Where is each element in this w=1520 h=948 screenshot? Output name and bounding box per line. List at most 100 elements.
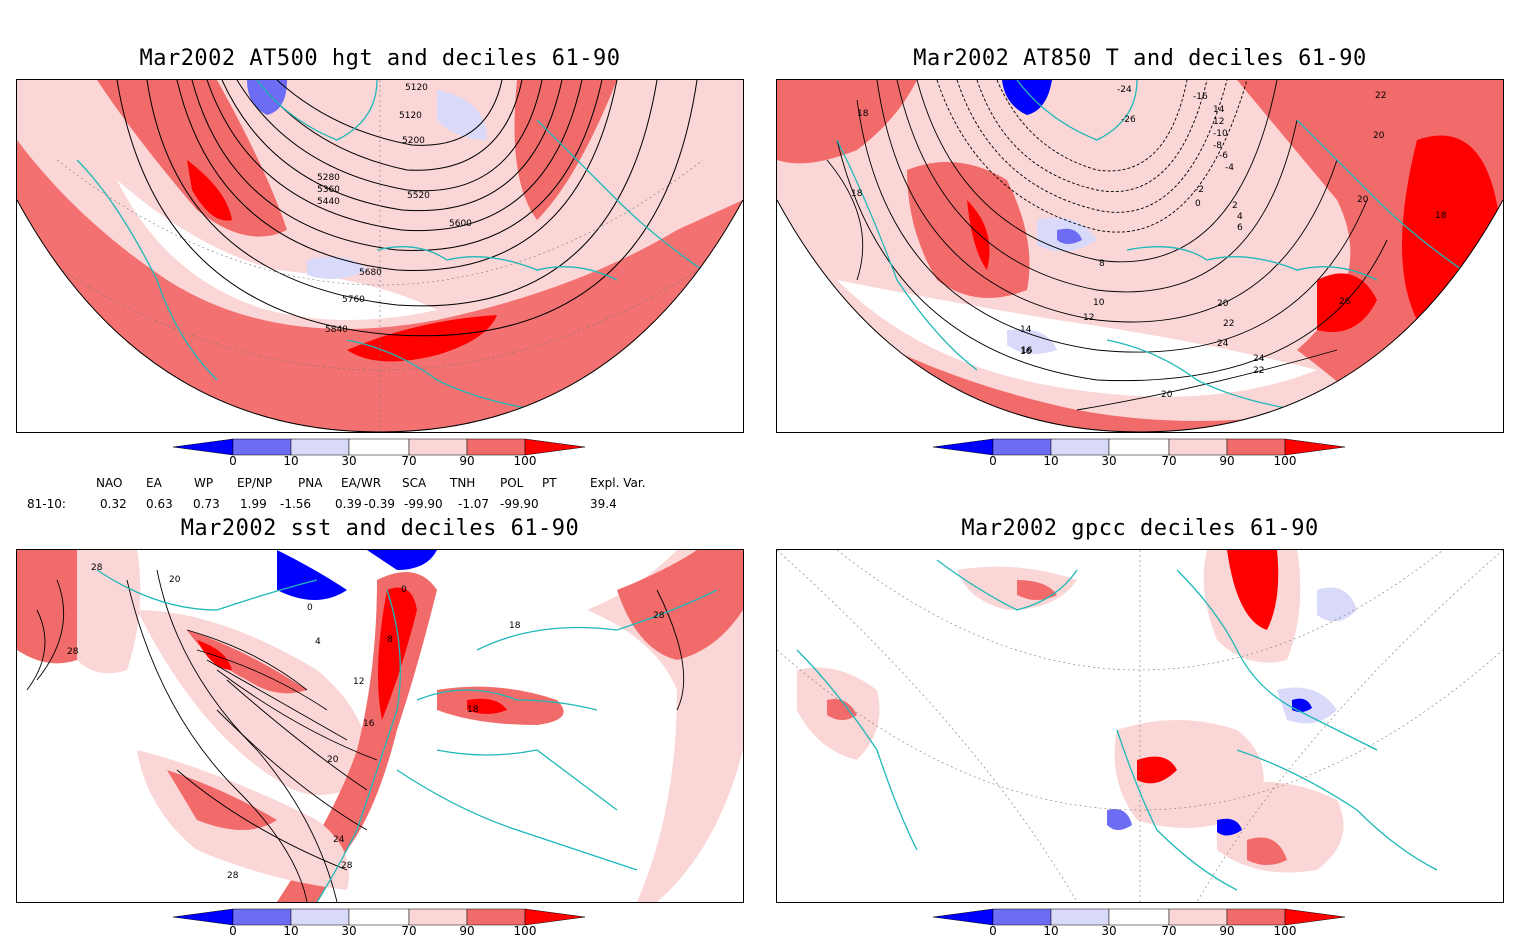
contour-label: 2	[1232, 201, 1238, 211]
contour-label: 16	[363, 719, 375, 729]
shade-deep-red-asia	[1317, 273, 1377, 332]
swatch-light-blue	[290, 908, 350, 926]
contour-label: 18	[851, 189, 863, 199]
swatch-deep-blue	[932, 908, 994, 926]
shade-mid-red-europe-n	[1017, 580, 1057, 600]
contour-label: 0	[307, 603, 313, 613]
swatch-light-blue	[290, 438, 350, 456]
contour-label: 5760	[342, 295, 365, 305]
swatch-deep-red	[524, 908, 586, 926]
colorbar-p1: 0 10 30 70 90 100	[172, 438, 593, 478]
swatch-deep-blue	[172, 438, 234, 456]
contour-label: -6	[1219, 151, 1228, 161]
shade-white-band	[837, 280, 1317, 397]
shade-deep-blue-asia	[1292, 698, 1312, 713]
contour-label: 8	[387, 635, 393, 645]
index-header-eawr: EA/WR	[341, 476, 382, 490]
panel-title-at850: Mar2002 AT850 T and deciles 61-90	[913, 46, 1367, 71]
contour-label: 28	[341, 861, 353, 871]
colorbar-tick: 70	[401, 924, 417, 938]
map-canvas-gpcc	[777, 550, 1503, 902]
swatch-deep-blue	[172, 908, 234, 926]
colorbar-swatches	[172, 908, 586, 926]
shade-mid-red-east	[514, 80, 617, 220]
shade-light-red-pacific	[77, 550, 141, 674]
contour-label: 22	[1223, 319, 1234, 329]
swatch-mid-red	[466, 438, 526, 456]
swatch-light-red	[408, 438, 468, 456]
index-value-tnh: -99.90	[404, 497, 443, 511]
colorbar-tick: 0	[989, 454, 997, 468]
contour-label: 5520	[407, 191, 430, 201]
sst-shading	[17, 550, 743, 902]
contour-label: 5200	[402, 136, 425, 146]
hemisphere-edge	[17, 199, 743, 432]
contour-label: 12	[353, 677, 364, 687]
shade-mid-red-nw	[777, 80, 917, 164]
swatch-mid-blue	[232, 908, 292, 926]
contour-label: -4	[1225, 163, 1234, 173]
index-header-pol: POL	[500, 476, 524, 490]
index-header-tnh: TNH	[450, 476, 476, 490]
colorbar-tick: 30	[341, 454, 357, 468]
contour-label: 22	[1253, 366, 1264, 376]
swatch-white	[348, 438, 410, 456]
swatch-light-blue	[1050, 908, 1110, 926]
map-canvas-sst: 28 20 28 0 0 4 8 12 16 20 24 28 28 18 18…	[17, 550, 743, 902]
colorbar-tick: 0	[229, 454, 237, 468]
shade-mid-red-namer	[827, 699, 857, 720]
shade-mid-red-atl	[187, 630, 307, 694]
contour-labels-p2: -24 -16 -26 14 12 -10 -8 -6 -4 -2 0 2 4 …	[851, 85, 1447, 400]
swatch-mid-red	[1226, 438, 1286, 456]
colorbar-tick: 100	[1273, 924, 1297, 938]
panel-title-gpcc: Mar2002 gpcc deciles 61-90	[961, 516, 1319, 541]
shade-deep-red-atl	[967, 200, 990, 270]
swatch-mid-red	[1226, 908, 1286, 926]
index-value-epnp: 1.99	[240, 497, 267, 511]
index-header-pna: PNA	[298, 476, 323, 490]
contour-label: 12	[1213, 117, 1224, 127]
graticule	[17, 80, 743, 432]
shade-light-blue-south	[1007, 329, 1057, 354]
index-value-wp: 0.73	[193, 497, 220, 511]
colorbar-p3: 0 10 30 70 90 100	[172, 908, 593, 948]
contour-label: 5440	[317, 197, 340, 207]
shade-deep-red-asia	[1137, 756, 1177, 784]
coastlines	[836, 80, 1478, 411]
index-header-wp: WP	[194, 476, 214, 490]
index-value-nao: 0.32	[100, 497, 127, 511]
contour-label: -2	[1195, 185, 1204, 195]
map-canvas-at850: -24 -16 -26 14 12 -10 -8 -6 -4 -2 0 2 4 …	[777, 80, 1503, 432]
shade-mid-blue-atl	[1057, 228, 1082, 244]
map-at500-hgt: 5120 5120 5200 5280 5360 5440 5520 5600 …	[16, 79, 744, 433]
shade-mid-red-se-asia	[1247, 837, 1287, 865]
swatch-white	[1108, 908, 1170, 926]
swatch-deep-blue	[932, 438, 994, 456]
index-value-explvar: 39.4	[590, 497, 617, 511]
shade-deep-blue-arctic	[277, 550, 347, 600]
swatch-mid-blue	[992, 908, 1052, 926]
shade-mid-red-pacific	[17, 550, 87, 664]
height-contours	[116, 80, 698, 337]
hemisphere-edge	[777, 199, 1503, 432]
contour-label: -16	[1193, 92, 1208, 102]
index-row-label: 81-10:	[27, 497, 66, 511]
contour-label: 8	[1099, 259, 1105, 269]
contour-labels-p1: 5120 5120 5200 5280 5360 5440 5520 5600 …	[317, 83, 472, 335]
contour-label: 18	[1435, 211, 1447, 221]
contour-label: 24	[1253, 354, 1265, 364]
panel-title-at500: Mar2002 AT500 hgt and deciles 61-90	[139, 46, 621, 71]
contour-label: 18	[467, 705, 479, 715]
panel-title-sst: Mar2002 sst and deciles 61-90	[180, 516, 580, 541]
shade-mid-red-atl	[907, 162, 1030, 298]
shade-deep-blue-arctic2	[367, 550, 437, 570]
swatch-mid-blue	[992, 438, 1052, 456]
swatch-light-blue	[1050, 438, 1110, 456]
contour-label: 24	[1217, 339, 1229, 349]
contour-labels-p3: 28 20 28 0 0 4 8 12 16 20 24 28 28 18 18…	[67, 563, 665, 881]
contour-label: 18	[509, 621, 521, 631]
shade-mid-blue-india	[1107, 809, 1132, 830]
index-value-eawr: 0.39	[335, 497, 362, 511]
contour-label: 28	[67, 647, 79, 657]
colorbar-tick: 100	[513, 924, 537, 938]
